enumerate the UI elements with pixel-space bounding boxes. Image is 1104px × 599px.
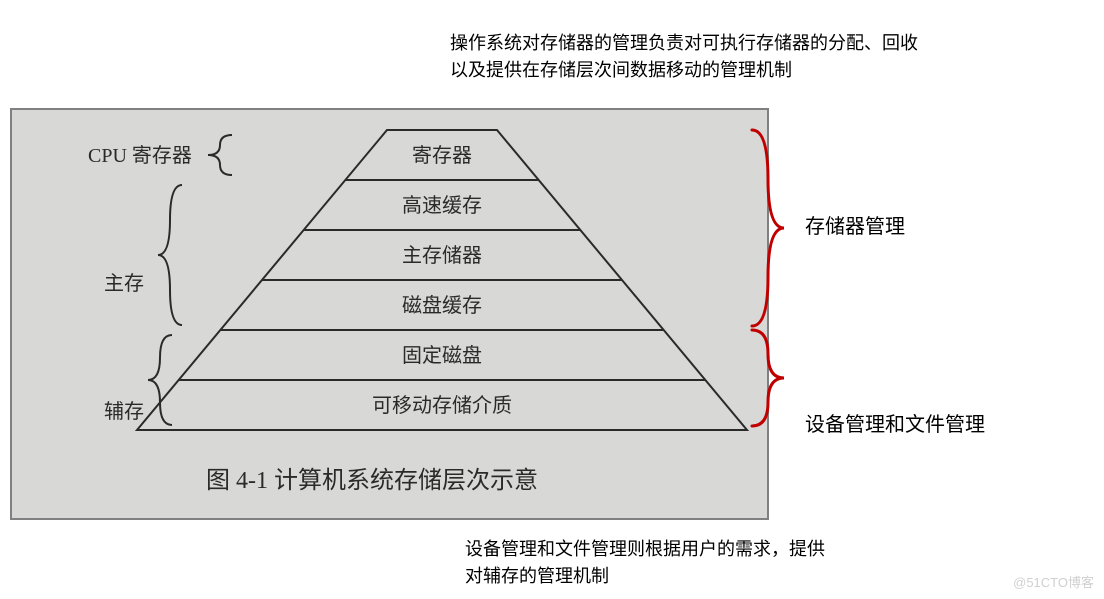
top-line-1: 操作系统对存储器的管理负责对可执行存储器的分配、回收: [450, 33, 918, 53]
pyramid-level-3: 磁盘缓存: [402, 294, 482, 317]
top-line-2: 以及提供在存储层次间数据移动的管理机制: [450, 60, 792, 80]
pyramid-level-0: 寄存器: [412, 144, 472, 167]
pyramid-level-4: 固定磁盘: [402, 344, 482, 367]
pyramid-diagram: 寄存器高速缓存主存储器磁盘缓存固定磁盘可移动存储介质 CPU 寄存器 主存 辅存…: [12, 110, 767, 518]
pyramid-level-1: 高速缓存: [402, 194, 482, 217]
top-description: 操作系统对存储器的管理负责对可执行存储器的分配、回收 以及提供在存储层次间数据移…: [450, 30, 918, 84]
bottom-line-1: 设备管理和文件管理则根据用户的需求，提供: [465, 539, 825, 559]
left-label-main: 主存: [104, 272, 144, 295]
side-label-device-file-mgmt: 设备管理和文件管理: [805, 408, 985, 437]
bottom-description: 设备管理和文件管理则根据用户的需求，提供 对辅存的管理机制: [465, 536, 825, 590]
side-label-storage-mgmt: 存储器管理: [805, 210, 905, 239]
pyramid-level-2: 主存储器: [402, 244, 482, 267]
diagram-caption: 图 4-1 计算机系统存储层次示意: [206, 467, 538, 494]
left-label-cpu: CPU 寄存器: [88, 144, 192, 167]
watermark: @51CTO博客: [1013, 572, 1094, 591]
left-label-aux: 辅存: [104, 400, 144, 423]
bottom-line-2: 对辅存的管理机制: [465, 566, 609, 586]
pyramid-level-5: 可移动存储介质: [372, 394, 512, 417]
diagram-container: 寄存器高速缓存主存储器磁盘缓存固定磁盘可移动存储介质 CPU 寄存器 主存 辅存…: [10, 108, 769, 520]
